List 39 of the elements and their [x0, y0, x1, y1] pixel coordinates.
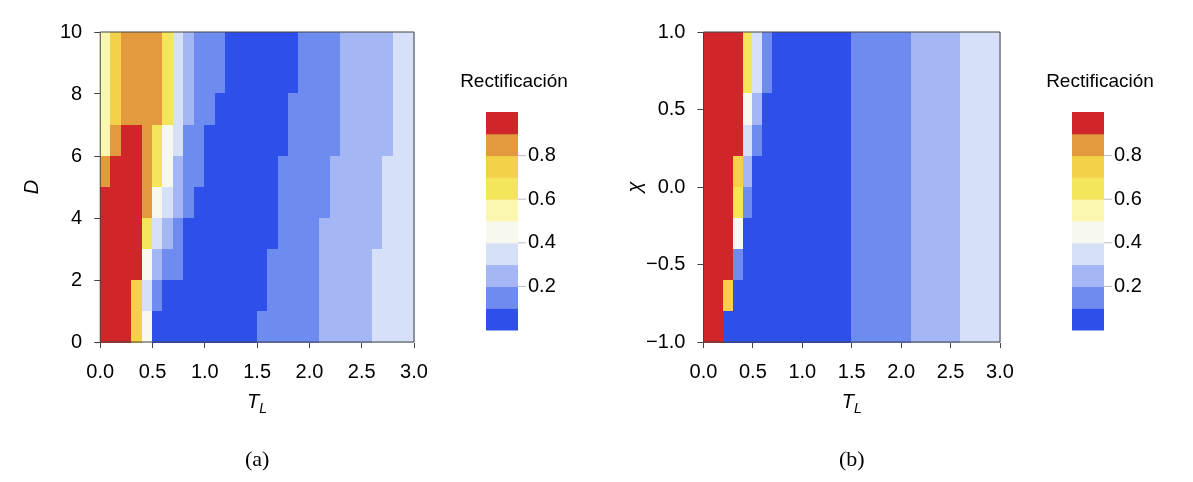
- x-tick-label: 0.5: [138, 359, 167, 382]
- y-tick-label: 2: [71, 267, 83, 290]
- x-tick-label: 1.0: [788, 359, 817, 382]
- y-tick-label: 1.0: [657, 19, 686, 42]
- x-tick-label: 1.0: [190, 359, 219, 382]
- y-axis-title: D: [19, 179, 42, 195]
- y-tick-label: 8: [71, 81, 83, 104]
- x-tick-label: 1.5: [837, 359, 866, 382]
- x-tick-label: 2.0: [295, 359, 324, 382]
- x-tick-label: 2.5: [347, 359, 376, 382]
- y-tick-label: 10: [60, 19, 83, 42]
- x-tick-label: 2.0: [887, 359, 916, 382]
- color-bar-label: 0.2: [528, 273, 556, 296]
- color-bar-title: Rectificación: [1046, 70, 1154, 92]
- text: (b): [838, 445, 865, 471]
- y-tick-label: 0: [71, 329, 83, 352]
- color-bar-label: 0.2: [1114, 273, 1142, 296]
- color-bar-title: Rectificación: [460, 70, 568, 92]
- color-bar-label: 0.6: [1114, 186, 1142, 209]
- x-tick-label: 0.0: [86, 359, 115, 382]
- color-bar-label: 0.8: [1114, 143, 1142, 166]
- y-tick-label: −0.5: [646, 252, 686, 275]
- y-tick-label: −1.0: [646, 329, 686, 352]
- color-bar-label: 0.6: [528, 186, 556, 209]
- y-tick-label: 6: [71, 143, 83, 166]
- color-bar-label: 0.4: [1114, 230, 1142, 253]
- y-tick-label: 0.5: [657, 97, 686, 120]
- x-tick-label: 2.5: [936, 359, 965, 382]
- x-tick-label: 3.0: [986, 359, 1014, 382]
- x-tick-label: 1.5: [243, 359, 272, 382]
- x-tick-label: 3.0: [400, 359, 428, 382]
- color-bar-label: 0.4: [528, 230, 556, 253]
- y-axis-title: χ: [623, 180, 646, 195]
- text: (a): [244, 445, 270, 471]
- y-tick-label: 0.0: [657, 174, 686, 197]
- color-bar-label: 0.8: [528, 143, 556, 166]
- x-tick-label: 0.5: [739, 359, 767, 382]
- x-tick-label: 0.0: [689, 359, 718, 382]
- y-tick-label: 4: [71, 205, 83, 228]
